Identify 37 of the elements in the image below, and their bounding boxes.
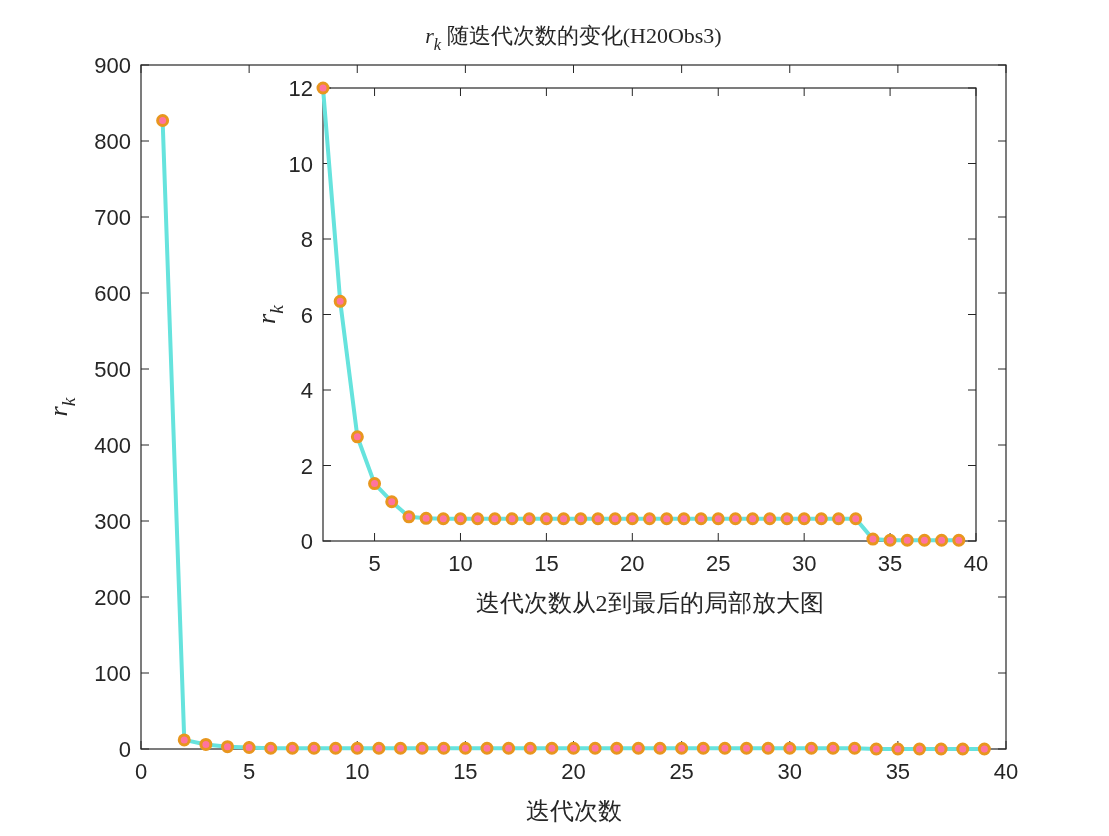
x-tick-label: 10 — [448, 551, 473, 576]
x-tick-label: 15 — [534, 551, 559, 576]
x-tick-label: 5 — [243, 759, 256, 784]
x-tick-label: 40 — [993, 759, 1019, 784]
y-tick-label: 8 — [300, 227, 313, 252]
x-tick-label: 5 — [368, 551, 381, 576]
y-tick-label: 6 — [300, 302, 313, 328]
x-tick-label: 25 — [705, 551, 731, 576]
x-tick-label: 40 — [963, 551, 989, 576]
x-tick-label: 35 — [885, 759, 911, 784]
x-tick-label: 20 — [620, 551, 645, 576]
y-tick-label: 10 — [288, 151, 313, 177]
y-tick-label: 900 — [94, 53, 131, 78]
x-tick-label: 0 — [134, 759, 148, 784]
y-tick-label: 0 — [300, 529, 313, 554]
y-tick-label: 400 — [94, 433, 131, 458]
x-tick-label: 30 — [777, 759, 802, 784]
y-tick-label: 500 — [94, 357, 131, 382]
chart-title: r$_{k}$ 随迭代次数的变化(H20Obs3) — [425, 23, 722, 54]
y-tick-label: 300 — [94, 509, 131, 534]
x-tick-label: 35 — [877, 551, 903, 576]
y-tick-label: 600 — [94, 281, 131, 306]
y-tick-label: 800 — [94, 129, 131, 154]
x-tick-label: 20 — [561, 759, 586, 784]
y-tick-label: 4 — [300, 378, 313, 403]
x-tick-label: 25 — [669, 759, 694, 784]
y-tick-label: 2 — [300, 453, 313, 479]
x-tick-label: 30 — [791, 551, 817, 576]
x-axis-title: 迭代次数 — [525, 798, 622, 824]
y-tick-label: 0 — [118, 737, 131, 762]
y-tick-label: 100 — [94, 661, 131, 686]
y-tick-label: 200 — [94, 585, 131, 610]
x-tick-label: 10 — [345, 759, 370, 784]
y-tick-label: 12 — [288, 76, 313, 101]
x-axis-title: 迭代次数从2到最后的局部放大图 — [475, 590, 824, 616]
y-tick-label: 700 — [94, 205, 131, 230]
x-tick-label: 15 — [453, 759, 478, 784]
